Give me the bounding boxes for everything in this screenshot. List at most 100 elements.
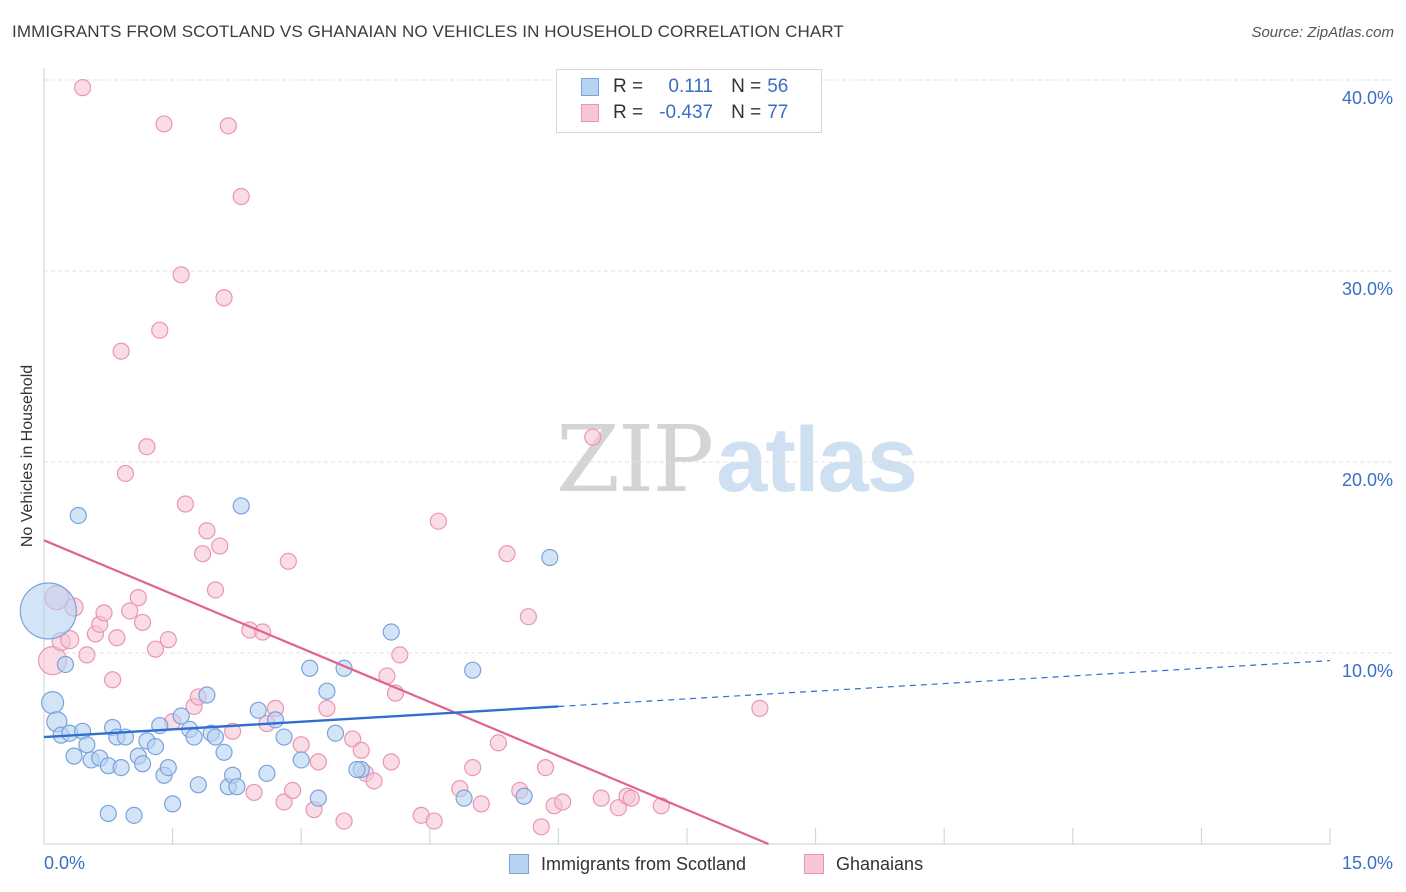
ghana-point — [344, 730, 362, 748]
legend-r-label: R = — [613, 76, 644, 97]
scotland-point — [215, 743, 233, 761]
scotland-point — [69, 506, 87, 525]
scotland-point — [301, 659, 319, 677]
ghana-point — [309, 753, 327, 771]
watermark-zip: ZIP — [556, 406, 714, 513]
ghana-point — [498, 545, 516, 563]
scotland-trend-line — [43, 705, 559, 739]
scotland-point — [65, 747, 83, 765]
ghana-point — [751, 699, 769, 717]
watermark-atlas: atlas — [716, 409, 918, 511]
ghana-point — [112, 342, 130, 360]
bottom-legend-swatch-ghana — [804, 854, 824, 874]
scotland-point — [56, 655, 75, 674]
legend-swatch-ghana — [581, 104, 599, 122]
scotland-point — [133, 755, 152, 773]
y-tick-label: 40.0% — [1342, 88, 1393, 108]
ghana-point — [554, 793, 572, 811]
legend-r-value: 0.111 — [668, 76, 714, 97]
bottom-legend-label-scotland: Immigrants from Scotland — [541, 853, 747, 874]
ghana-point — [78, 646, 96, 664]
scotland-point — [515, 787, 533, 805]
ghana-point — [138, 438, 156, 456]
ghana-point — [245, 783, 263, 802]
ghana-point — [159, 631, 177, 649]
legend-r-label: R = — [613, 102, 644, 123]
ghana-point — [73, 79, 92, 97]
ghana-point — [172, 266, 190, 284]
y-tick-label: 10.0% — [1342, 661, 1393, 681]
ghana-point — [103, 671, 122, 689]
ghana-point — [219, 117, 237, 135]
scotland-point — [382, 623, 400, 641]
legend-swatch-scotland — [581, 78, 599, 96]
bottom-legend-ghana: Ghanaians — [804, 852, 923, 876]
ghana-point — [536, 758, 555, 777]
scotland-point — [249, 701, 267, 719]
ghana-point — [151, 321, 169, 339]
x-tick-label: 0.0% — [44, 853, 85, 873]
ghana-point — [382, 753, 400, 771]
ghana-point — [215, 289, 233, 307]
ghana-point — [129, 589, 147, 607]
ghana-point — [133, 613, 152, 632]
scotland-point — [275, 728, 293, 746]
x-tick-label: 15.0% — [1342, 853, 1393, 873]
scotland-point — [99, 804, 117, 823]
legend-n-value: 77 — [767, 102, 789, 123]
scotland-point — [78, 736, 96, 754]
ghana-point — [592, 789, 610, 807]
scotland-point — [189, 776, 207, 794]
bottom-legend-label-ghana: Ghanaians — [836, 853, 924, 874]
scotland-point — [258, 764, 276, 782]
scotland-point — [164, 795, 182, 813]
stats-legend: R = 0.111 N = 56 R = -0.437 N = 77 — [556, 69, 822, 133]
ghana-point — [292, 736, 310, 754]
bottom-legend-swatch-scotland — [509, 854, 529, 874]
ghana-point — [224, 722, 242, 740]
ghana-point — [284, 781, 302, 800]
ghana-point — [425, 812, 443, 830]
ghana-point — [176, 495, 195, 513]
ghana-point — [519, 608, 537, 626]
ghana-point — [609, 799, 628, 817]
ghana-point — [335, 812, 353, 830]
ghana-point — [279, 552, 297, 570]
scotland-point — [146, 737, 165, 756]
scotland-point — [292, 751, 310, 769]
ghana-point — [489, 734, 507, 752]
scotland-point — [318, 682, 336, 700]
ghana-point — [275, 793, 293, 811]
scotland-point — [541, 548, 559, 567]
ghana-point — [365, 772, 383, 790]
bottom-legend-scotland: Immigrants from Scotland — [509, 852, 746, 876]
y-tick-label: 20.0% — [1342, 470, 1393, 490]
scotland-point — [40, 691, 65, 715]
scotland-point — [326, 724, 345, 742]
scotland-point — [348, 760, 366, 779]
ghana-point — [155, 115, 173, 133]
scotland-point — [228, 778, 246, 796]
scotland-point — [198, 686, 216, 704]
scotland-point — [206, 728, 225, 746]
scotland-trend-extension — [558, 660, 1331, 708]
ghana-point — [464, 758, 482, 777]
ghana-point — [318, 699, 336, 717]
scotland-point — [455, 789, 473, 807]
scotland-point — [232, 497, 250, 515]
ghana-point — [211, 537, 229, 555]
ghana-point — [95, 604, 113, 622]
ghana-point — [198, 522, 216, 540]
ghana-point — [60, 630, 80, 650]
ghana-point — [206, 581, 225, 599]
scotland-point — [125, 806, 143, 824]
chart-title: IMMIGRANTS FROM SCOTLAND VS GHANAIAN NO … — [12, 22, 844, 41]
ghana-point — [622, 789, 640, 807]
scotland-point — [19, 582, 77, 640]
scotland-point — [309, 789, 327, 807]
ghana-point — [116, 464, 135, 483]
scotland-point — [159, 758, 177, 777]
scotland-point — [464, 661, 482, 679]
legend-n-value: 56 — [767, 76, 789, 97]
